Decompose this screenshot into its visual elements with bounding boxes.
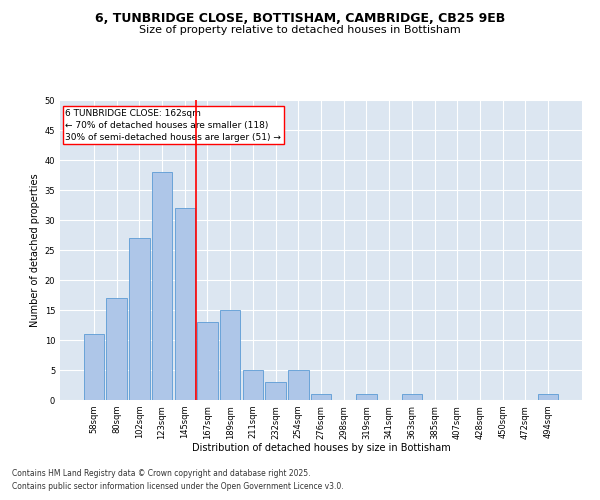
Bar [220,310,241,400]
Y-axis label: Number of detached properties: Number of detached properties [31,173,40,327]
Text: 6 TUNBRIDGE CLOSE: 162sqm
← 70% of detached houses are smaller (118)
30% of semi: 6 TUNBRIDGE CLOSE: 162sqm ← 70% of detac… [65,109,281,142]
Bar [265,382,286,400]
Text: 6, TUNBRIDGE CLOSE, BOTTISHAM, CAMBRIDGE, CB25 9EB: 6, TUNBRIDGE CLOSE, BOTTISHAM, CAMBRIDGE… [95,12,505,26]
Bar [106,298,127,400]
X-axis label: Distribution of detached houses by size in Bottisham: Distribution of detached houses by size … [191,443,451,453]
Bar [288,370,308,400]
Bar [175,208,195,400]
Bar [152,172,172,400]
Bar [129,238,149,400]
Text: Contains HM Land Registry data © Crown copyright and database right 2025.: Contains HM Land Registry data © Crown c… [12,468,311,477]
Bar [311,394,331,400]
Text: Contains public sector information licensed under the Open Government Licence v3: Contains public sector information licen… [12,482,344,491]
Bar [401,394,422,400]
Bar [197,322,218,400]
Bar [356,394,377,400]
Text: Size of property relative to detached houses in Bottisham: Size of property relative to detached ho… [139,25,461,35]
Bar [538,394,558,400]
Bar [242,370,263,400]
Bar [84,334,104,400]
